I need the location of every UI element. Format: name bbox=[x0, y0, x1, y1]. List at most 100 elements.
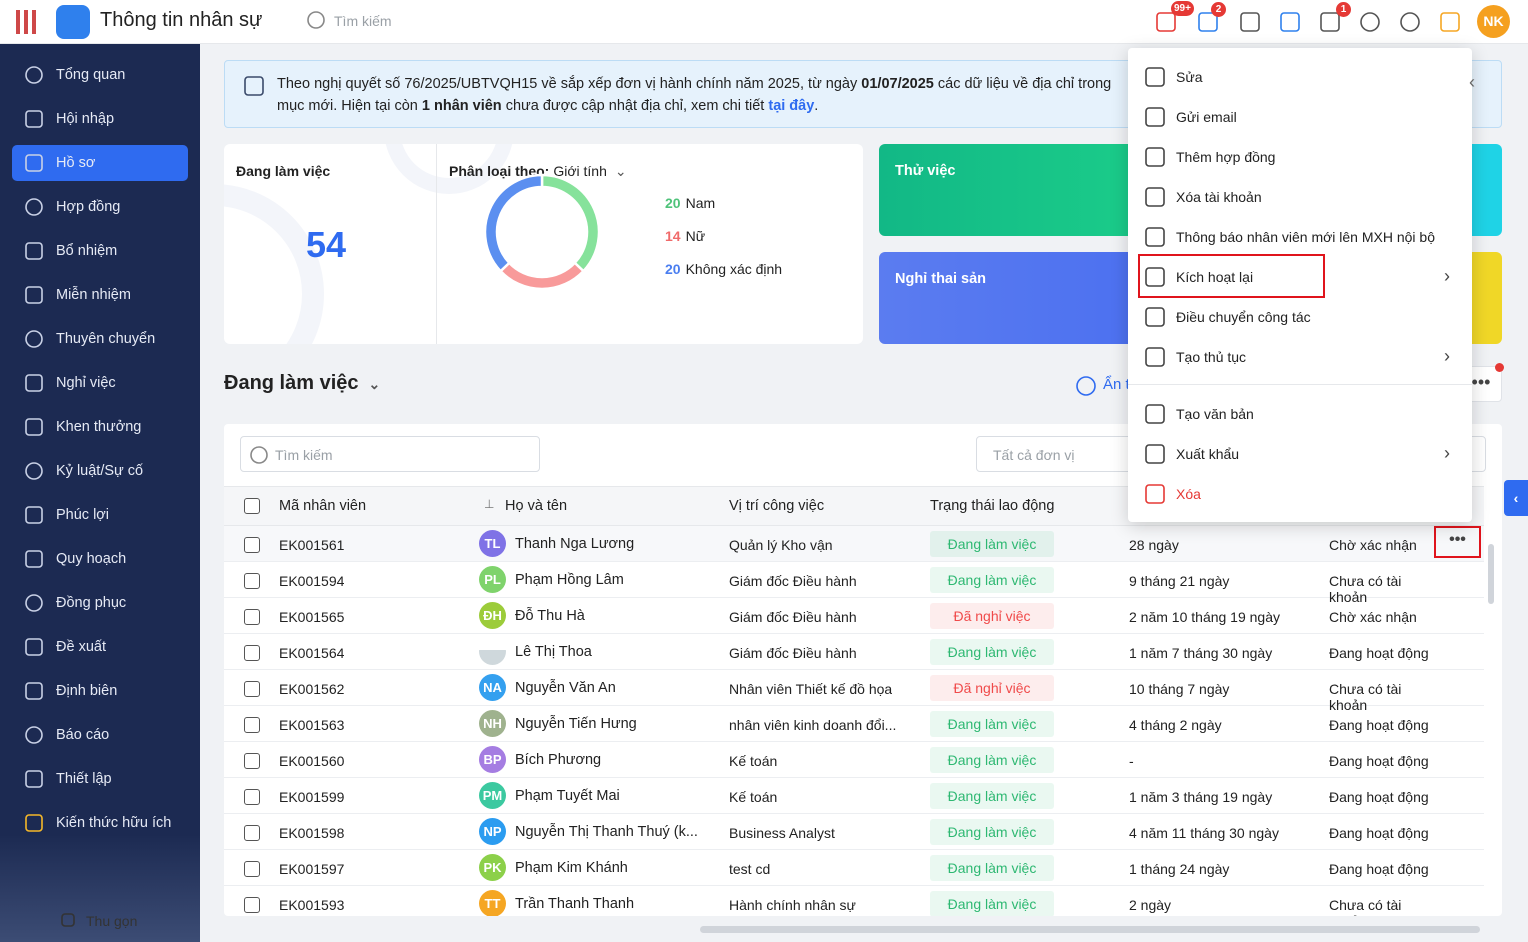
position: Giám đốc Điều hành bbox=[729, 645, 857, 661]
nav-item[interactable]: Nghỉ việc bbox=[12, 365, 188, 401]
icon bbox=[1145, 187, 1165, 207]
icon-shape bbox=[1145, 267, 1165, 287]
icon-shape bbox=[1440, 12, 1460, 32]
side-tab[interactable]: ‹ bbox=[1504, 480, 1528, 516]
employee-name: Lê Thị Thoa bbox=[515, 644, 592, 660]
checkbox[interactable] bbox=[244, 537, 260, 553]
legend-value: 20 bbox=[665, 195, 681, 211]
search-input[interactable]: Tìm kiếm bbox=[240, 436, 540, 472]
menu-item[interactable]: Xóa tài khoản bbox=[1128, 177, 1472, 217]
table-row[interactable]: EK001561 TL Thanh Nga Lương Quản lý Kho vận… bbox=[224, 526, 1484, 562]
legend-item: 20 Nam bbox=[665, 195, 715, 211]
menu-item[interactable]: Tạo văn bản bbox=[1128, 394, 1472, 434]
avatar: NH bbox=[479, 710, 506, 737]
legend-item: 14 Nữ bbox=[665, 228, 705, 244]
chevron: ⌄ bbox=[368, 376, 381, 392]
hide-toggle[interactable]: Ẩn t bbox=[1103, 376, 1130, 393]
icon[interactable] bbox=[1399, 11, 1421, 33]
menu-item[interactable]: Xuất khẩu › bbox=[1128, 434, 1472, 474]
checkbox[interactable] bbox=[244, 897, 260, 913]
nav-item[interactable]: Thiết lập bbox=[12, 761, 188, 797]
close-notice[interactable]: ‹ bbox=[1469, 72, 1475, 92]
checkbox[interactable] bbox=[244, 645, 260, 661]
section-title[interactable]: Đang làm việc ⌄ bbox=[224, 372, 380, 395]
icon[interactable] bbox=[1155, 11, 1177, 33]
section-text: Đang làm việc bbox=[224, 372, 359, 394]
checkbox[interactable] bbox=[244, 609, 260, 625]
nav-item[interactable]: Tổng quan bbox=[12, 57, 188, 93]
menu-item[interactable]: Thêm hợp đồng bbox=[1128, 137, 1472, 177]
collapse-button[interactable]: Thu gọn bbox=[50, 904, 160, 936]
avatar: TL bbox=[479, 530, 506, 557]
table-row[interactable]: EK001565 ĐH Đỗ Thu Hà Giám đốc Điều hành Đã … bbox=[224, 598, 1484, 634]
checkbox[interactable] bbox=[244, 753, 260, 769]
nav-item[interactable]: Kiến thức hữu ích bbox=[12, 805, 188, 841]
notice-text[interactable]: tại đây bbox=[768, 98, 815, 114]
nav-item[interactable]: Quy hoạch bbox=[12, 541, 188, 577]
table-row[interactable]: EK001597 PK Phạm Kim Khánh test cd Đang làm … bbox=[224, 850, 1484, 886]
icon[interactable] bbox=[1319, 11, 1341, 33]
employee-id: EK001599 bbox=[279, 789, 345, 805]
icon[interactable] bbox=[1359, 11, 1381, 33]
pin-icon: ⊥ bbox=[484, 497, 495, 511]
table-row[interactable]: EK001593 TT Trần Thanh Thanh Hành chính nhâ… bbox=[224, 886, 1484, 916]
table-row[interactable]: EK001598 NP Nguyễn Thị Thanh Thuý (k... Bus… bbox=[224, 814, 1484, 850]
nav-item[interactable]: Hội nhập bbox=[12, 101, 188, 137]
nav-item[interactable]: Phúc lợi bbox=[12, 497, 188, 533]
checkbox[interactable] bbox=[244, 681, 260, 697]
menu-item[interactable]: Kích hoạt lại › bbox=[1128, 254, 1472, 298]
donut-segment bbox=[498, 261, 586, 291]
table-row[interactable]: EK001594 PL Phạm Hồng Lâm Giám đốc Điều hàn… bbox=[224, 562, 1484, 605]
card-title: Nghỉ thai sản bbox=[895, 271, 987, 287]
menu-item[interactable]: Điều chuyển công tác bbox=[1128, 297, 1472, 337]
notice-text: mục mới. Hiện tại còn bbox=[277, 98, 422, 114]
icon bbox=[25, 682, 43, 700]
table-row[interactable]: EK001562 NA Nguyễn Văn An Nhân viên Thiết k… bbox=[224, 670, 1484, 713]
nav-item[interactable]: Khen thưởng bbox=[12, 409, 188, 445]
position: Business Analyst bbox=[729, 825, 835, 841]
icon bbox=[25, 770, 43, 788]
menu-item[interactable]: Tạo thủ tục › bbox=[1128, 337, 1472, 377]
nav-item[interactable]: Thuyên chuyển bbox=[12, 321, 188, 357]
checkbox[interactable] bbox=[244, 825, 260, 841]
nav-label: Tổng quan bbox=[56, 67, 126, 83]
checkbox[interactable] bbox=[244, 498, 260, 514]
nav-item[interactable]: Đồng phục bbox=[12, 585, 188, 621]
menu-item[interactable]: Thông báo nhân viên mới lên MXH nội bộ bbox=[1128, 217, 1472, 257]
nav-item[interactable]: Đề xuất bbox=[12, 629, 188, 665]
status-pill: Đang làm việc bbox=[930, 531, 1054, 557]
avatar[interactable]: NK bbox=[1477, 5, 1510, 38]
icon-shape bbox=[1400, 12, 1420, 32]
column-header: Trạng thái lao động bbox=[930, 498, 1055, 514]
checkbox[interactable] bbox=[244, 861, 260, 877]
table-row[interactable]: EK001564 Lê Thị Thoa Giám đốc Điều hành Đan… bbox=[224, 634, 1484, 670]
nav-item[interactable]: Kỷ luật/Sự cố bbox=[12, 453, 188, 489]
nav-item[interactable]: Báo cáo bbox=[12, 717, 188, 753]
nav-item[interactable]: Miễn nhiệm bbox=[12, 277, 188, 313]
table-row[interactable]: EK001599 PM Phạm Tuyết Mai Kế toán Đang làm … bbox=[224, 778, 1484, 814]
employee-id: EK001560 bbox=[279, 753, 345, 769]
icon[interactable] bbox=[1279, 11, 1301, 33]
icon[interactable] bbox=[1197, 11, 1219, 33]
position: Nhân viên Thiết kế đồ họa bbox=[729, 681, 893, 697]
nav-item[interactable]: Bổ nhiệm bbox=[12, 233, 188, 269]
checkbox[interactable] bbox=[244, 717, 260, 733]
status-pill: Đang làm việc bbox=[930, 855, 1054, 881]
icon[interactable] bbox=[1439, 11, 1461, 33]
checkbox[interactable] bbox=[244, 573, 260, 589]
checkbox[interactable] bbox=[244, 789, 260, 805]
nav-item[interactable]: Hồ sơ bbox=[12, 145, 188, 181]
icon-shape bbox=[25, 770, 43, 788]
nav-item[interactable]: Định biên bbox=[12, 673, 188, 709]
classify[interactable]: Phân loại theo: Giới tính ⌄ bbox=[449, 163, 627, 180]
menu-item[interactable]: Gửi email bbox=[1128, 97, 1472, 137]
row-actions[interactable]: ••• bbox=[1434, 526, 1481, 558]
nav-item[interactable]: Hợp đồng bbox=[12, 189, 188, 225]
icon[interactable] bbox=[1239, 11, 1261, 33]
search-placeholder[interactable]: Tìm kiếm bbox=[334, 13, 392, 29]
menu-item[interactable]: Sửa bbox=[1128, 57, 1472, 97]
table-row[interactable]: EK001563 NH Nguyễn Tiến Hưng nhân viên kinh… bbox=[224, 706, 1484, 742]
duration: 4 năm 11 tháng 30 ngày bbox=[1129, 825, 1279, 841]
menu-item[interactable]: Xóa bbox=[1128, 474, 1472, 514]
table-row[interactable]: EK001560 BP Bích Phương Kế toán Đang làm việ… bbox=[224, 742, 1484, 778]
